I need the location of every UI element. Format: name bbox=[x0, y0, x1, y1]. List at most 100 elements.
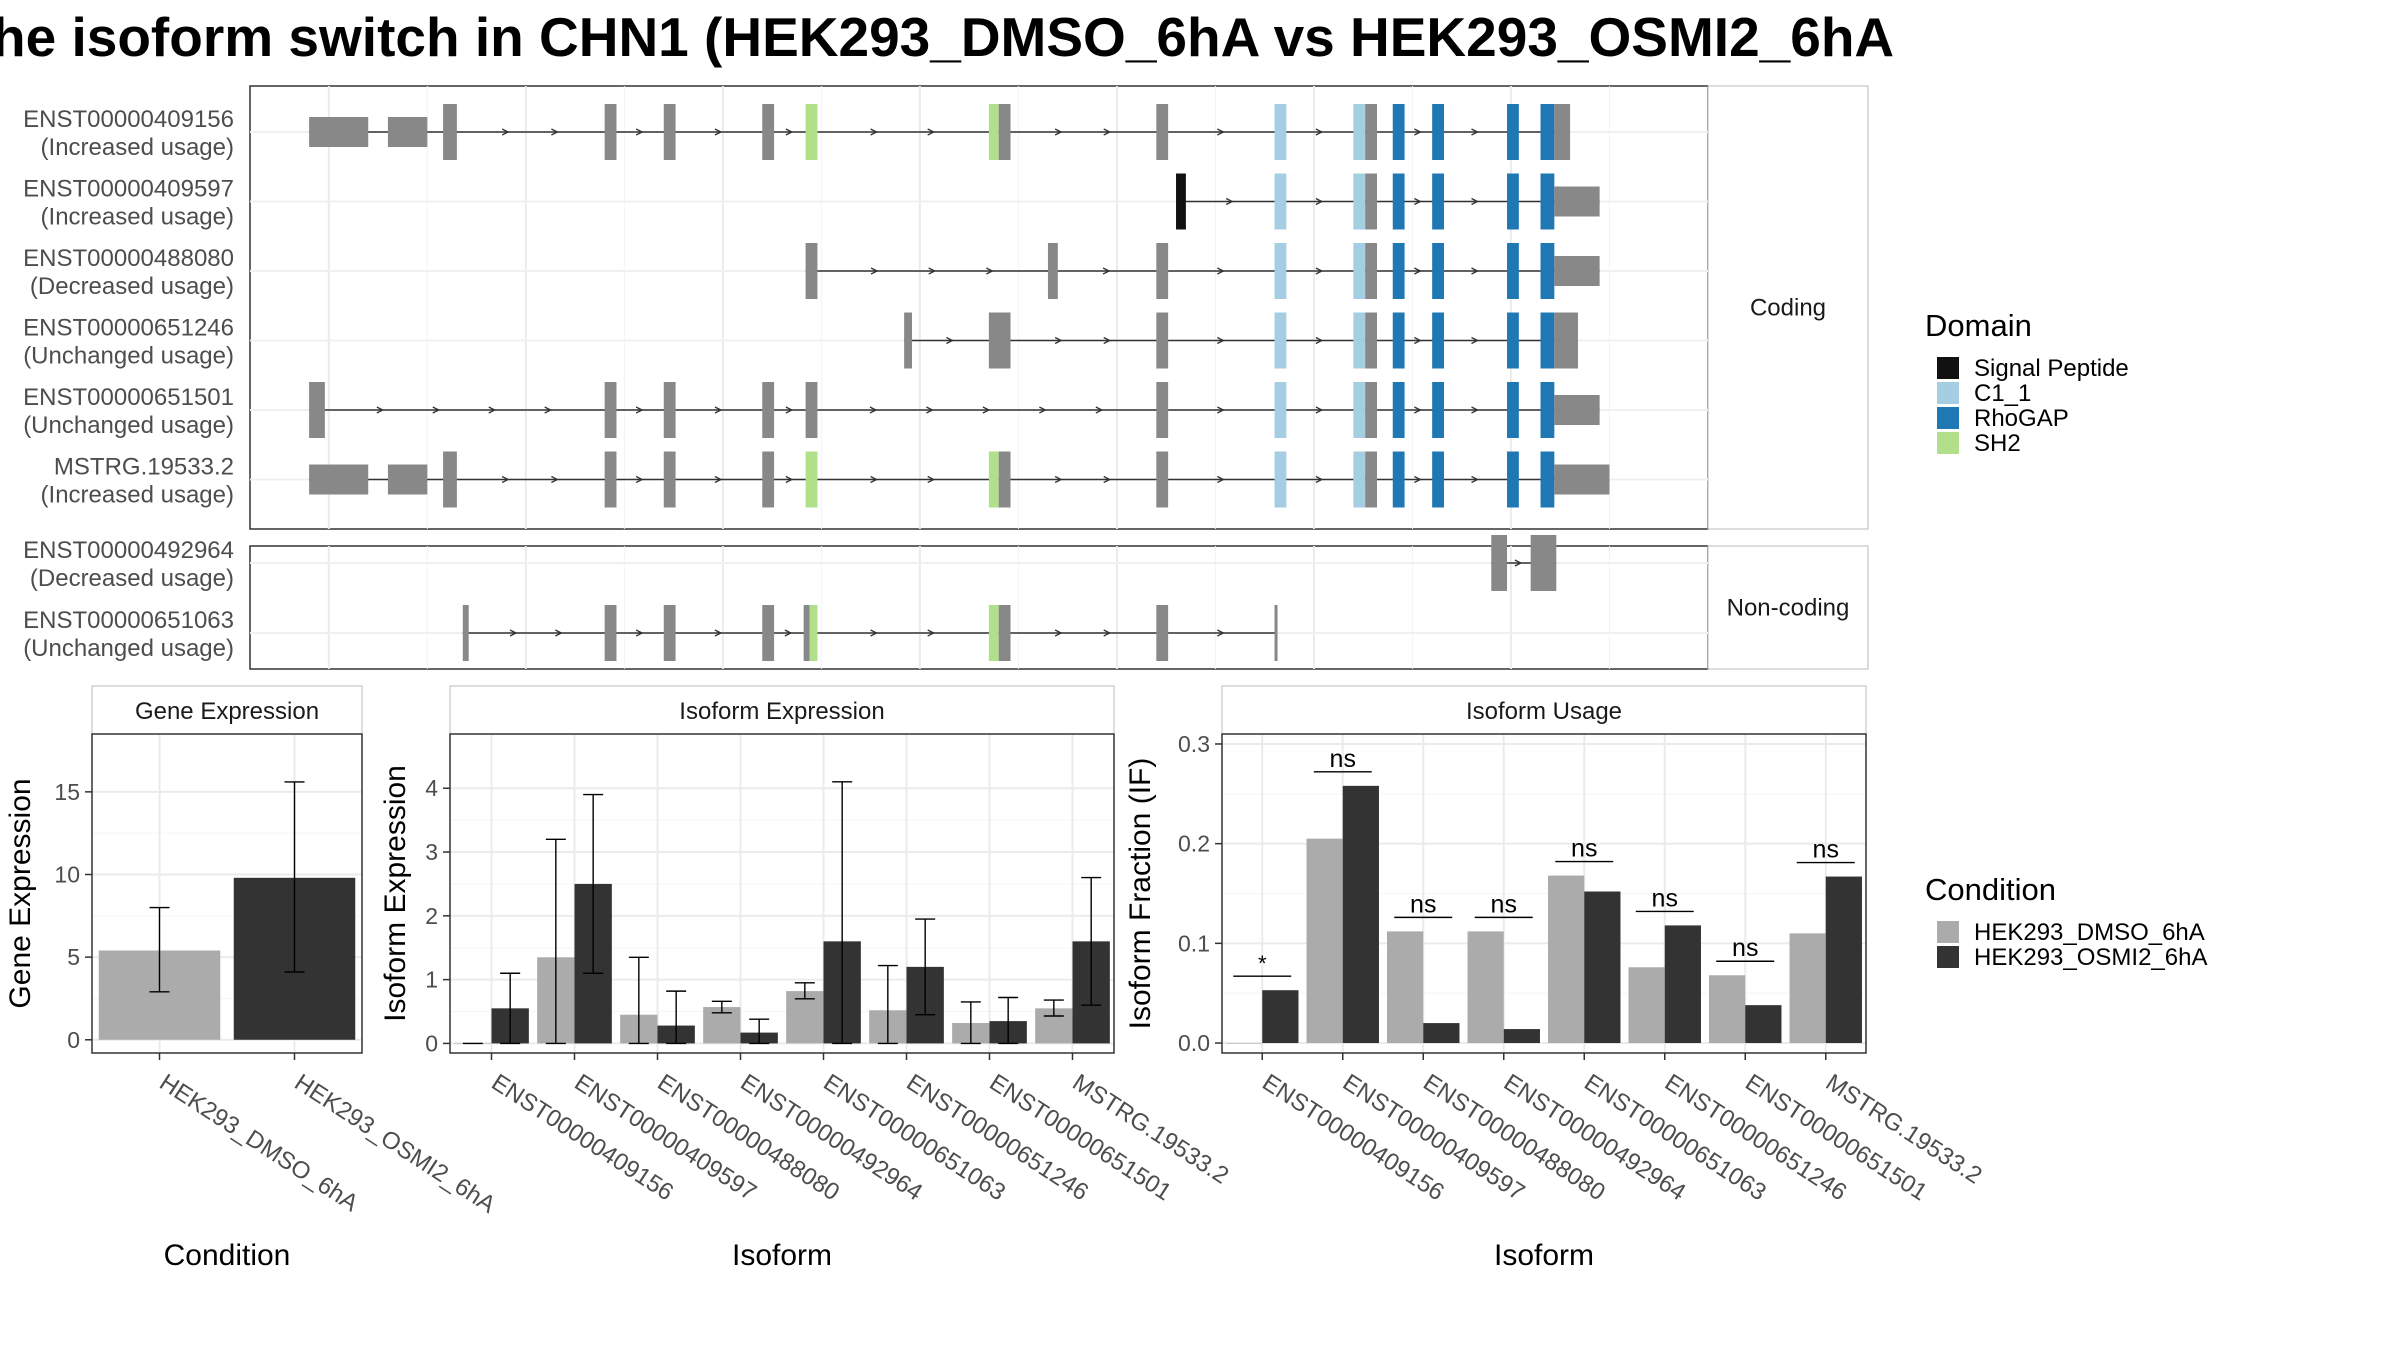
x-axis-title: Isoform bbox=[1494, 1239, 1594, 1272]
exon bbox=[309, 117, 369, 147]
bar-enst00000409156-hek293-osmi2-6ha bbox=[1262, 990, 1299, 1044]
facet-strip-non-coding bbox=[1707, 545, 1869, 670]
direction-arrow bbox=[1054, 629, 1063, 637]
bar-enst00000488080-hek293-dmso-6ha bbox=[1387, 931, 1424, 1044]
exon bbox=[443, 451, 457, 508]
exon-c1-1 bbox=[1274, 312, 1287, 369]
y-tick-label: 0.0 bbox=[1178, 1030, 1210, 1056]
direction-arrow bbox=[1103, 336, 1112, 345]
y-tick-label: 15 bbox=[54, 779, 80, 805]
exon bbox=[604, 104, 617, 160]
exon bbox=[604, 605, 617, 661]
exon bbox=[1554, 312, 1578, 369]
gene-expression-panel: Gene Expression051015HEK293_DMSO_6hAHEK2… bbox=[4, 685, 500, 1272]
direction-arrow bbox=[870, 128, 879, 136]
direction-arrow bbox=[488, 406, 497, 414]
exon bbox=[1156, 104, 1169, 160]
exon-rhogap bbox=[1540, 382, 1555, 438]
transcript-structure-panel: CodingNon-codingENST00000409156(Increase… bbox=[23, 85, 1869, 670]
exon bbox=[309, 382, 325, 438]
legend-label-hek293-dmso-6ha: HEK293_DMSO_6hA bbox=[1974, 919, 2205, 946]
transcript-row-enst00000492964: ENST00000492964(Decreased usage) bbox=[23, 535, 1708, 592]
exon-rhogap bbox=[1432, 104, 1444, 160]
y-tick-label: 0 bbox=[425, 1030, 438, 1056]
plot-border bbox=[91, 733, 363, 1054]
significance-label: ns bbox=[1491, 890, 1517, 918]
significance-label: ns bbox=[1813, 836, 1839, 864]
legend-label-hek293-osmi2-6ha: HEK293_OSMI2_6hA bbox=[1974, 944, 2207, 971]
exon-rhogap bbox=[1540, 243, 1555, 299]
direction-arrow bbox=[1414, 197, 1422, 206]
exon bbox=[1365, 104, 1377, 160]
direction-arrow bbox=[555, 629, 563, 637]
y-axis-title: Isoform Fraction (IF) bbox=[1124, 758, 1157, 1030]
exon bbox=[1554, 186, 1600, 217]
exon bbox=[443, 104, 457, 160]
exon bbox=[663, 605, 676, 661]
transcript-usage-label: (Unchanged usage) bbox=[23, 343, 234, 370]
transcript-usage-label: (Unchanged usage) bbox=[23, 412, 234, 439]
direction-arrow bbox=[870, 475, 879, 484]
exon-c1-1 bbox=[1353, 382, 1366, 438]
direction-arrow bbox=[1414, 475, 1422, 484]
direction-arrow bbox=[1054, 128, 1063, 136]
legend-key-signal-peptide bbox=[1937, 357, 1959, 379]
plot-border bbox=[449, 733, 1115, 1054]
x-axis-title: Isoform bbox=[732, 1239, 832, 1272]
direction-arrow bbox=[1414, 406, 1422, 414]
bar-enst00000651501-hek293-dmso-6ha bbox=[1709, 975, 1746, 1044]
exon bbox=[998, 104, 1011, 160]
transcript-id-label: ENST00000409156 bbox=[23, 106, 234, 133]
significance-label: ns bbox=[1330, 745, 1356, 773]
exon bbox=[1554, 256, 1600, 286]
exon-rhogap bbox=[1540, 173, 1555, 230]
exon bbox=[762, 382, 775, 438]
direction-arrow bbox=[927, 128, 936, 136]
panel-strip bbox=[91, 685, 363, 735]
direction-arrow bbox=[1315, 128, 1324, 136]
exon-rhogap bbox=[1432, 451, 1444, 508]
exon bbox=[1365, 382, 1377, 438]
bar-enst00000409597-hek293-osmi2-6ha bbox=[1342, 785, 1379, 1044]
direction-arrow bbox=[635, 629, 644, 637]
direction-arrow bbox=[1315, 406, 1324, 414]
exon bbox=[803, 605, 810, 661]
significance-label: ns bbox=[1652, 884, 1678, 912]
exon-sh2 bbox=[988, 104, 999, 160]
transcript-usage-label: (Decreased usage) bbox=[30, 565, 234, 592]
transcript-id-label: ENST00000651063 bbox=[23, 607, 234, 634]
exon bbox=[1156, 451, 1169, 508]
direction-arrow bbox=[635, 406, 644, 414]
exon-rhogap bbox=[1432, 243, 1444, 299]
direction-arrow bbox=[1102, 267, 1111, 275]
direction-arrow bbox=[784, 629, 793, 637]
exon-rhogap bbox=[1540, 104, 1555, 160]
exon bbox=[1365, 451, 1377, 508]
exon-rhogap bbox=[1432, 382, 1444, 438]
exon bbox=[1156, 243, 1169, 299]
exon-rhogap bbox=[1540, 451, 1555, 508]
exon-rhogap bbox=[1432, 173, 1444, 230]
direction-arrow bbox=[1095, 406, 1104, 414]
exon bbox=[805, 382, 818, 438]
direction-arrow bbox=[544, 406, 553, 414]
exon bbox=[904, 312, 913, 369]
significance-label: ns bbox=[1732, 934, 1758, 962]
exon bbox=[1047, 243, 1058, 299]
direction-arrow bbox=[1217, 336, 1225, 345]
facet-label-coding: Coding bbox=[1750, 295, 1826, 322]
transcript-row-enst00000409597: ENST00000409597(Increased usage) bbox=[23, 173, 1708, 231]
legend-label-sh2: SH2 bbox=[1974, 430, 2021, 457]
direction-arrow bbox=[432, 406, 441, 414]
y-tick-label: 0.2 bbox=[1178, 831, 1210, 857]
transcript-row-enst00000651246: ENST00000651246(Unchanged usage) bbox=[23, 312, 1708, 370]
exon-sh2 bbox=[805, 104, 818, 160]
exon-rhogap bbox=[1507, 312, 1519, 369]
y-tick-label: 3 bbox=[425, 839, 438, 865]
y-tick-label: 0.1 bbox=[1178, 930, 1210, 956]
domain-legend-title: Domain bbox=[1925, 308, 2032, 343]
y-tick-label: 10 bbox=[54, 861, 80, 887]
exon-rhogap bbox=[1392, 173, 1405, 230]
